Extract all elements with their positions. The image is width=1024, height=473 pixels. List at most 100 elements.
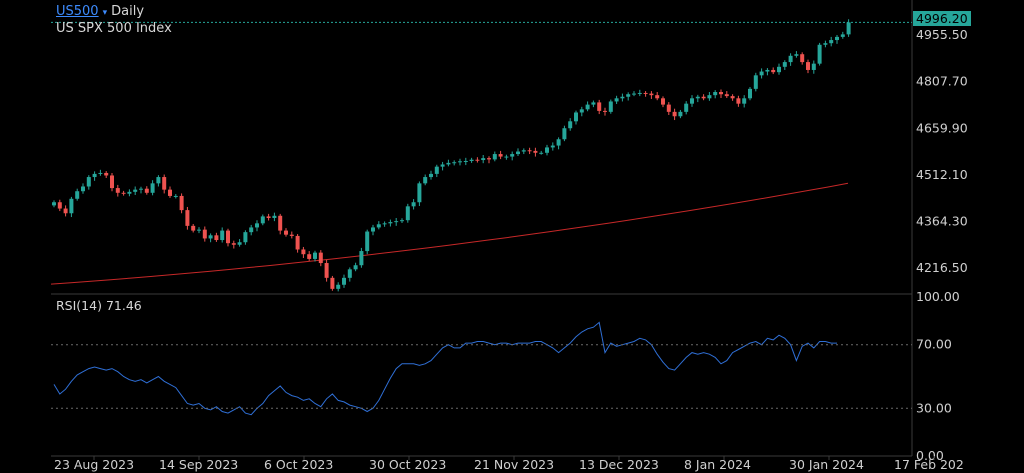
candle — [156, 177, 161, 184]
candle — [579, 109, 584, 113]
rsi-axis: 100.00 70.00 30.00 0.00 — [916, 289, 960, 463]
candle — [840, 34, 845, 37]
candle — [266, 216, 271, 218]
moving-average-line — [50, 182, 849, 285]
candle — [324, 263, 329, 278]
candle — [504, 156, 509, 158]
candle — [388, 222, 393, 224]
candle — [434, 166, 439, 174]
candle — [521, 150, 526, 152]
rsi-title: RSI(14) 71.46 — [56, 298, 142, 313]
candle — [574, 112, 578, 122]
candle — [487, 158, 491, 160]
price-tick-label: 4364.30 — [916, 213, 968, 228]
candle — [191, 225, 196, 231]
candle — [86, 177, 91, 187]
candle — [823, 43, 828, 45]
candle — [394, 221, 399, 223]
time-tick-label: 30 Oct 2023 — [369, 457, 446, 472]
candle — [405, 206, 410, 221]
time-tick-label: 13 Dec 2023 — [579, 457, 659, 472]
candle — [202, 229, 207, 239]
symbol-link[interactable]: US500 — [56, 4, 99, 19]
candle — [684, 103, 689, 112]
candle — [771, 69, 776, 73]
candle — [562, 128, 567, 140]
candle — [98, 172, 103, 174]
candle — [255, 223, 259, 228]
candle — [365, 231, 370, 252]
candle — [220, 230, 225, 241]
rsi-level-lines — [51, 344, 912, 409]
candle — [846, 22, 851, 35]
rsi-tick-label: 30.00 — [916, 400, 952, 415]
candle — [417, 183, 422, 203]
candle — [162, 177, 167, 190]
rsi-tick-label: 100.00 — [916, 289, 960, 304]
candle — [371, 227, 375, 232]
candle — [284, 230, 288, 235]
candle — [226, 230, 230, 244]
candle — [336, 284, 341, 289]
candle — [597, 102, 602, 111]
rsi-line — [53, 321, 837, 416]
candle — [452, 162, 457, 164]
time-tick-label: 6 Oct 2023 — [264, 457, 333, 472]
candles-layer — [52, 19, 851, 292]
candle — [92, 173, 97, 178]
candle — [748, 88, 752, 99]
candle — [608, 101, 613, 112]
candle — [173, 195, 178, 197]
candle — [516, 151, 520, 155]
candle — [835, 36, 839, 41]
candle — [649, 93, 654, 96]
candle — [313, 252, 317, 259]
candle — [243, 232, 248, 243]
candle — [510, 154, 515, 157]
candle — [237, 242, 242, 245]
candle — [626, 94, 631, 97]
symbol-header[interactable]: US500 ▾ Daily — [56, 4, 144, 19]
candle — [730, 96, 735, 99]
candle — [214, 235, 219, 241]
candle — [400, 220, 404, 222]
candle — [527, 150, 532, 152]
candle — [690, 98, 694, 104]
candle — [695, 96, 700, 99]
candle — [423, 177, 428, 184]
price-tick-label: 4216.50 — [916, 260, 968, 275]
price-tick-label: 4512.10 — [916, 167, 968, 182]
candle — [568, 121, 573, 129]
candle — [144, 188, 149, 193]
candle — [104, 172, 109, 176]
candle — [382, 223, 387, 225]
period-label: Daily — [111, 4, 145, 19]
time-tick-label: 17 Feb 202 — [894, 457, 964, 472]
candle — [301, 249, 306, 255]
candle — [168, 189, 172, 196]
time-tick-label: 21 Nov 2023 — [474, 457, 554, 472]
candle — [788, 55, 793, 63]
candle — [800, 54, 805, 63]
candle — [481, 158, 486, 161]
candle — [666, 104, 671, 112]
candle — [69, 198, 74, 214]
candle — [81, 186, 85, 192]
candle — [110, 175, 114, 189]
candle — [811, 63, 816, 70]
price-tick-label: 4659.90 — [916, 120, 968, 135]
candle — [469, 159, 474, 161]
candle — [637, 92, 642, 94]
candle — [295, 235, 300, 250]
candle — [139, 188, 143, 190]
candle — [231, 243, 236, 245]
candle — [545, 147, 549, 153]
candle — [52, 202, 56, 206]
candle — [185, 210, 190, 226]
candle — [150, 183, 155, 193]
candle — [661, 98, 665, 105]
dropdown-arrow-icon[interactable]: ▾ — [102, 8, 108, 18]
price-tick-label: 4955.50 — [916, 27, 968, 42]
candle — [260, 216, 265, 224]
